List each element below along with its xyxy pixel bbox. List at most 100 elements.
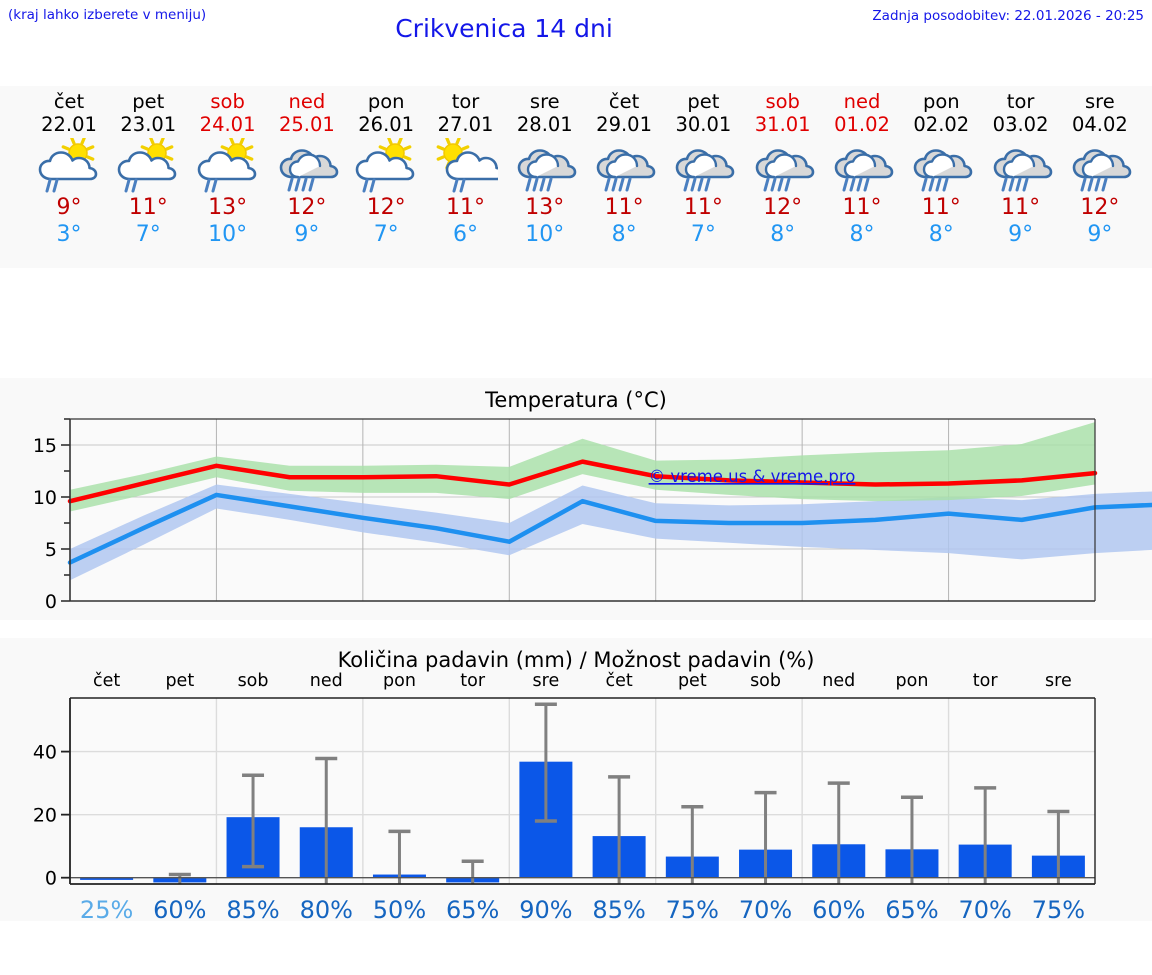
precipitation-chart-title: Količina padavin (mm) / Možnost padavin … (337, 648, 815, 672)
cloud-icon (279, 149, 339, 179)
rain-icon (1001, 177, 1029, 192)
precipitation-day-label: sob (238, 671, 269, 691)
cloud-icon (755, 149, 814, 179)
day-date-label: 01.02 (834, 113, 890, 136)
precipitation-day-label: čet (93, 671, 120, 691)
temperature-min-value: 7° (690, 222, 716, 247)
weather-icon-wrap (109, 138, 188, 194)
day-column[interactable]: sre 04.02 12° 9° (1060, 86, 1139, 268)
day-column[interactable]: pon 02.02 11° 8° (902, 86, 981, 268)
cloud-icon (355, 151, 415, 181)
precipitation-day-label: ned (310, 671, 343, 691)
temperature-min-value: 7° (135, 222, 161, 247)
cloud-rain-icon (517, 149, 577, 192)
temperature-max-value: 11° (842, 195, 882, 220)
cloud-icon (517, 149, 577, 179)
temperature-min-value: 7° (373, 222, 399, 247)
day-date-label: 29.01 (596, 113, 652, 136)
weather-icon-wrap (981, 138, 1060, 194)
temperature-min-value: 10° (525, 222, 565, 247)
cloud-rain-icon (993, 149, 1052, 192)
temperature-min-value: 3° (56, 222, 82, 247)
weather-icon-wrap (664, 138, 743, 194)
day-column[interactable]: čet 22.01 9° 3° (30, 86, 109, 268)
cloud-rain-icon (913, 149, 973, 192)
day-of-week-label: pon (922, 90, 960, 113)
day-of-week-label: sob (765, 90, 800, 113)
cloud-icon (445, 151, 498, 181)
day-column[interactable]: pet 23.01 11° 7° (109, 86, 188, 268)
weather-icon-wrap (743, 138, 822, 194)
day-date-label: 28.01 (516, 113, 573, 136)
day-date-label: 03.02 (992, 113, 1049, 136)
weather-icon-wrap (426, 138, 505, 194)
day-column[interactable]: ned 01.02 11° 8° (823, 86, 902, 268)
temperature-min-value: 10° (208, 222, 248, 247)
temperature-min-line (67, 492, 1152, 565)
sun-left-cloud-rain-icon (436, 138, 498, 193)
day-date-label: 27.01 (437, 113, 494, 136)
cloud-icon (834, 149, 894, 179)
temperature-max-value: 12° (366, 195, 406, 220)
day-column[interactable]: sre 28.01 13° 10° (505, 86, 584, 268)
day-date-label: 25.01 (278, 113, 335, 136)
day-column[interactable]: čet 29.01 11° 8° (585, 86, 664, 268)
copyright-text: © vreme.us & vreme.pro (649, 467, 856, 486)
weather-icon-wrap (823, 138, 902, 194)
precipitation-day-label: pon (383, 671, 416, 691)
precipitation-probability-label: 85% (226, 896, 279, 921)
temperature-max-value: 11° (604, 195, 644, 220)
precipitation-probability-label: 75% (666, 896, 719, 921)
precipitation-probability-label: 60% (812, 896, 865, 921)
day-date-label: 31.01 (754, 113, 811, 136)
cloud-icon (596, 149, 656, 179)
temperature-max-value: 12° (1080, 195, 1120, 220)
rain-icon (525, 177, 553, 192)
cloud-rain-icon (1072, 149, 1132, 192)
precipitation-day-label: tor (973, 671, 999, 691)
rain-icon (604, 177, 632, 192)
cloud-rain-icon (676, 149, 735, 192)
weather-icon-wrap (267, 138, 346, 194)
day-column[interactable]: sob 31.01 12° 8° (743, 86, 822, 268)
precipitation-day-label: ned (822, 671, 855, 691)
precipitation-probability-label: 60% (153, 896, 206, 921)
temperature-min-value: 8° (849, 222, 875, 247)
precipitation-probability-label: 65% (446, 896, 499, 921)
sun-cloud-rain-icon (355, 138, 415, 193)
day-of-week-label: čet (608, 90, 640, 113)
temperature-min-value: 8° (611, 222, 637, 247)
day-of-week-label: tor (451, 90, 480, 113)
day-column[interactable]: ned 25.01 12° 9° (267, 86, 346, 268)
precipitation-day-label: pon (896, 671, 929, 691)
temperature-min-value: 9° (1087, 222, 1113, 247)
day-column[interactable]: pon 26.01 12° 7° (347, 86, 426, 268)
day-date-label: 23.01 (120, 113, 177, 136)
temperature-chart: 0 5 10 15 © vreme.us & vreme.pro (33, 418, 1152, 613)
day-column[interactable]: tor 03.02 11° 9° (981, 86, 1060, 268)
temperature-max-value: 13° (208, 195, 248, 220)
day-date-label: 22.01 (41, 113, 97, 136)
day-of-week-label: pet (132, 90, 165, 113)
precipitation-probability-label: 75% (1032, 896, 1085, 921)
precipitation-probability-label: 70% (739, 896, 792, 921)
precipitation-day-label: sob (750, 671, 781, 691)
day-column[interactable]: pet 30.01 11° 7° (664, 86, 743, 268)
sun-cloud-rain-icon (117, 138, 177, 193)
day-column[interactable]: sob 24.01 13° 10° (188, 86, 267, 268)
temperature-chart-title: Temperatura (°C) (485, 388, 667, 412)
temperature-min-value: 8° (928, 222, 954, 247)
day-column[interactable]: tor 27.01 11° 6° (426, 86, 505, 268)
cloud-icon (676, 149, 735, 179)
day-date-label: 04.02 (1071, 113, 1128, 136)
precipitation-bar[interactable] (80, 877, 134, 880)
precipitation-day-label: pet (165, 671, 194, 691)
precipitation-probability-label: 65% (885, 896, 938, 921)
temperature-max-value: 11° (446, 195, 485, 220)
cloud-icon (993, 149, 1052, 179)
precipitation-day-label: sre (533, 671, 560, 691)
rain-icon (45, 178, 59, 193)
page-title: Crikvenica 14 dni (395, 14, 613, 43)
weather-icon-wrap (347, 138, 426, 194)
